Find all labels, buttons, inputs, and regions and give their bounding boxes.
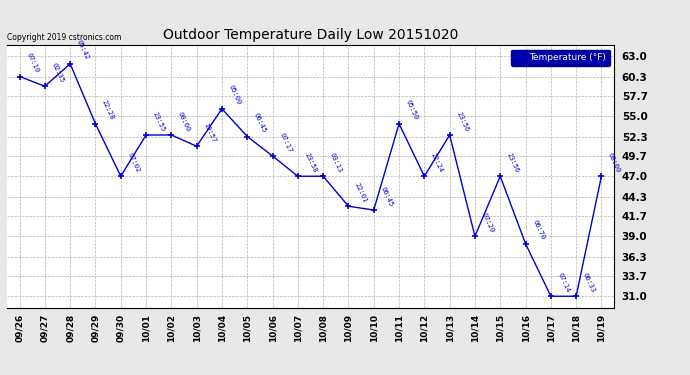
Text: 23:55: 23:55 — [152, 110, 166, 132]
Text: 00:00: 00:00 — [177, 110, 191, 132]
Text: 05:42: 05:42 — [76, 39, 90, 61]
Text: 06:45: 06:45 — [380, 185, 394, 207]
Text: 22:28: 22:28 — [101, 99, 115, 121]
Text: 05:00: 05:00 — [228, 84, 242, 106]
Text: 07:10: 07:10 — [25, 52, 39, 74]
Text: 07:20: 07:20 — [480, 211, 495, 234]
Text: 00:00: 00:00 — [607, 152, 622, 174]
Text: 05:50: 05:50 — [404, 99, 419, 121]
Text: 02:35: 02:35 — [50, 62, 65, 84]
Text: 03:13: 03:13 — [328, 152, 343, 174]
Text: 06:45: 06:45 — [253, 112, 267, 134]
Text: 07:17: 07:17 — [278, 131, 293, 153]
Title: Outdoor Temperature Daily Low 20151020: Outdoor Temperature Daily Low 20151020 — [163, 28, 458, 42]
Text: 19:57: 19:57 — [202, 122, 217, 144]
Text: 23:58: 23:58 — [304, 152, 318, 174]
Text: 22:01: 22:01 — [354, 182, 368, 204]
Text: 06:70: 06:70 — [531, 219, 546, 241]
Text: 06:33: 06:33 — [582, 272, 596, 294]
Text: 23:56: 23:56 — [455, 110, 470, 132]
Text: Copyright 2019 cstronics.com: Copyright 2019 cstronics.com — [7, 33, 121, 42]
Text: 23:56: 23:56 — [506, 152, 520, 174]
Text: 07:14: 07:14 — [556, 272, 571, 294]
Legend: Temperature (°F): Temperature (°F) — [511, 50, 609, 66]
Text: 07:02: 07:02 — [126, 152, 141, 174]
Text: 22:24: 22:24 — [430, 152, 444, 174]
